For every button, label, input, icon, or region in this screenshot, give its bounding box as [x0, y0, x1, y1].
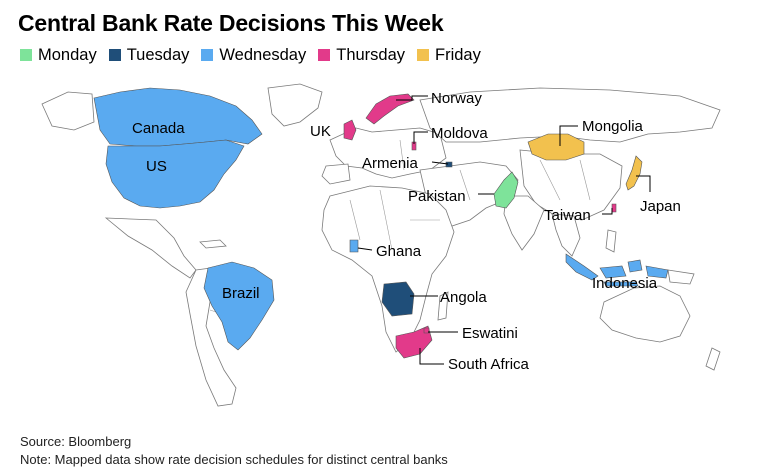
land-papua [667, 269, 695, 285]
label-us: US [146, 158, 167, 175]
leader-taiwan [602, 208, 613, 215]
label-japan: Japan [640, 198, 681, 215]
country-angola [381, 281, 415, 317]
leader-mongolia [559, 125, 578, 146]
label-canada: Canada [132, 120, 185, 137]
label-norway: Norway [431, 90, 482, 107]
country-norway [365, 93, 415, 125]
legend-label-monday: Monday [38, 45, 97, 64]
leader-japan [636, 175, 651, 192]
country-moldova [411, 141, 417, 151]
country-labels: Canada US Brazil UK Norway Moldova Armen… [132, 90, 681, 373]
land-madagascar [437, 291, 449, 321]
land-southeast-asia [551, 213, 581, 257]
land-australia [599, 285, 691, 343]
legend-item-friday: Friday [417, 46, 481, 65]
land-masses [41, 83, 721, 407]
land-east-asia [519, 149, 623, 221]
country-armenia [445, 161, 453, 168]
label-armenia: Armenia [362, 155, 419, 172]
country-brazil [203, 261, 275, 351]
country-pakistan [493, 171, 519, 209]
legend-swatch-tuesday [108, 49, 121, 61]
legend-label-thursday: Thursday [336, 45, 406, 64]
legend-swatch-wednesday [201, 49, 214, 61]
country-south-africa [395, 325, 433, 359]
country-eswatini [423, 327, 430, 334]
label-brazil: Brazil [222, 285, 260, 302]
country-uk [343, 119, 357, 141]
label-south-africa: South Africa [448, 356, 530, 373]
leader-ghana [357, 247, 373, 251]
land-alaska [41, 91, 95, 131]
label-angola: Angola [440, 289, 487, 306]
legend-label-wednesday: Wednesday [219, 45, 307, 64]
country-canada [93, 87, 263, 147]
country-taiwan [611, 203, 617, 213]
leader-lines [357, 95, 651, 365]
legend-item-wednesday: Wednesday [201, 46, 306, 65]
country-us [105, 139, 245, 209]
legend-item-thursday: Thursday [318, 46, 405, 65]
land-caribbean [199, 239, 227, 249]
land-new-zealand [705, 347, 721, 371]
label-pakistan: Pakistan [408, 188, 466, 205]
legend-label-tuesday: Tuesday [126, 45, 190, 64]
land-russia [419, 87, 721, 143]
legend-item-tuesday: Tuesday [108, 45, 190, 65]
land-philippines [605, 229, 617, 253]
highlighted-countries [93, 87, 669, 359]
land-africa [321, 185, 455, 353]
country-indonesia [565, 253, 669, 287]
legend-swatch-friday [417, 49, 430, 61]
legend-swatch-monday [20, 49, 32, 61]
country-japan [625, 155, 643, 191]
label-mongolia: Mongolia [582, 118, 644, 135]
label-indonesia: Indonesia [592, 275, 658, 292]
leader-south-africa [419, 348, 444, 365]
label-taiwan: Taiwan [544, 207, 591, 224]
land-greenland [267, 83, 323, 127]
country-mongolia [527, 133, 585, 161]
label-eswatini: Eswatini [462, 325, 518, 342]
label-moldova: Moldova [431, 125, 488, 142]
legend-swatch-thursday [318, 49, 331, 61]
leader-norway [396, 95, 428, 101]
note-text: Note: Mapped data show rate decision sch… [20, 452, 448, 467]
world-map: Canada US Brazil UK Norway Moldova Armen… [41, 83, 721, 407]
legend-label-friday: Friday [435, 45, 481, 64]
source-text: Source: Bloomberg [20, 434, 132, 449]
land-india [503, 195, 545, 251]
land-iberia [321, 163, 351, 185]
land-mexico [104, 217, 197, 279]
border-lines [209, 139, 591, 321]
leader-moldova [413, 131, 428, 144]
map-title: Central Bank Rate Decisions This Week [18, 10, 444, 36]
country-ghana [349, 239, 359, 253]
label-ghana: Ghana [376, 243, 422, 260]
legend-item-monday: Monday [20, 46, 97, 65]
legend: Monday Tuesday Wednesday Thursday Friday [20, 45, 493, 65]
leader-armenia [431, 161, 449, 165]
label-uk: UK [310, 123, 331, 140]
